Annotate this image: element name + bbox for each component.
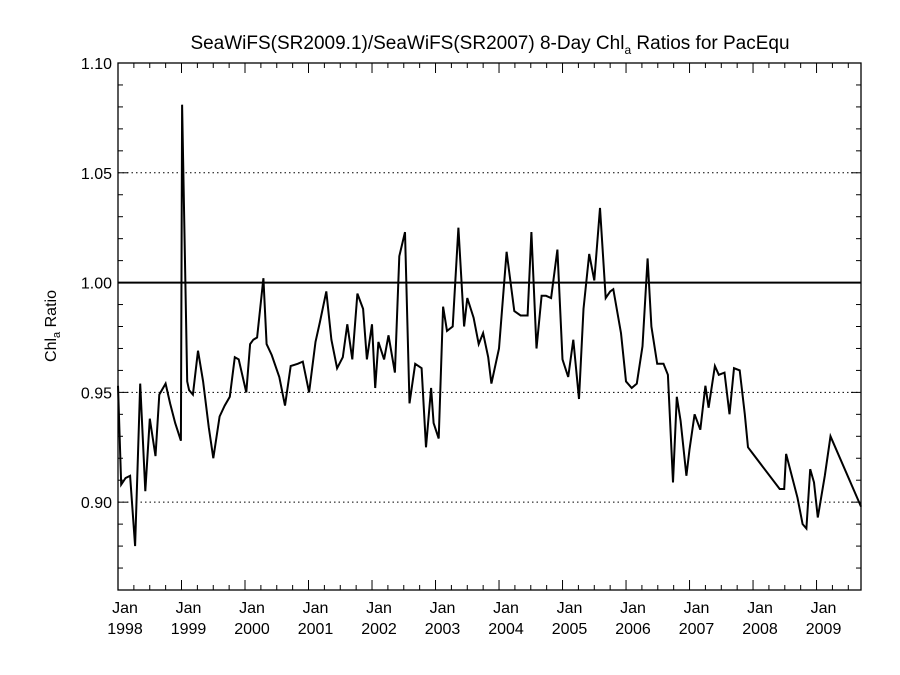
chart-title-subscript: a: [624, 43, 631, 57]
x-ticks-group: Jan 1998 Jan 1999 Jan 2000 Jan 2001 Jan 2002 Jan 20…: [107, 63, 849, 638]
y-axis-label-suffix: Ratio: [43, 290, 60, 332]
x-tick-month-label: Jan: [303, 600, 329, 617]
x-tick-year-label: 2008: [742, 621, 778, 638]
y-axis-label: Chla Ratio: [43, 290, 63, 362]
x-tick-year-label: 1999: [171, 621, 207, 638]
x-tick-year-label: 2005: [552, 621, 588, 638]
y-tick-label: 0.90: [81, 495, 112, 512]
x-tick-year-label: 2000: [234, 621, 270, 638]
y-ticks-group: 0.90 0.95 1.00 1.05 1.10: [81, 56, 861, 591]
x-tick-month-label: Jan: [620, 600, 646, 617]
x-tick-month-label: Jan: [430, 600, 456, 617]
y-tick-label: 1.10: [81, 56, 112, 73]
y-axis-label-main: Chl: [43, 338, 60, 362]
y-tick-label: 1.05: [81, 166, 112, 183]
x-tick-year-label: 2003: [425, 621, 461, 638]
x-tick-year-label: 2002: [361, 621, 397, 638]
x-tick-year-label: 2004: [488, 621, 524, 638]
series-group: [117, 104, 862, 547]
series-line: [117, 104, 862, 547]
x-tick-month-label: Jan: [176, 600, 202, 617]
y-tick-label: 0.95: [81, 385, 112, 402]
x-tick-year-label: 1998: [107, 621, 143, 638]
y-tick-label: 1.00: [81, 276, 112, 293]
x-tick-year-label: 2009: [806, 621, 842, 638]
x-tick-year-label: 2007: [679, 621, 715, 638]
x-tick-month-label: Jan: [112, 600, 138, 617]
x-tick-month-label: Jan: [239, 600, 265, 617]
x-tick-month-label: Jan: [684, 600, 710, 617]
x-tick-month-label: Jan: [366, 600, 392, 617]
x-tick-month-label: Jan: [557, 600, 583, 617]
chart-title-main: SeaWiFS(SR2009.1)/SeaWiFS(SR2007) 8-Day …: [190, 33, 624, 54]
x-tick-month-label: Jan: [811, 600, 837, 617]
chart-title-suffix: Ratios for PacEqu: [631, 33, 789, 54]
x-tick-month-label: Jan: [747, 600, 773, 617]
y-axis-label-subscript: a: [51, 331, 63, 338]
x-tick-month-label: Jan: [493, 600, 519, 617]
x-tick-year-label: 2006: [615, 621, 651, 638]
chart-title: SeaWiFS(SR2009.1)/SeaWiFS(SR2007) 8-Day …: [190, 33, 789, 57]
x-tick-year-label: 2001: [298, 621, 334, 638]
